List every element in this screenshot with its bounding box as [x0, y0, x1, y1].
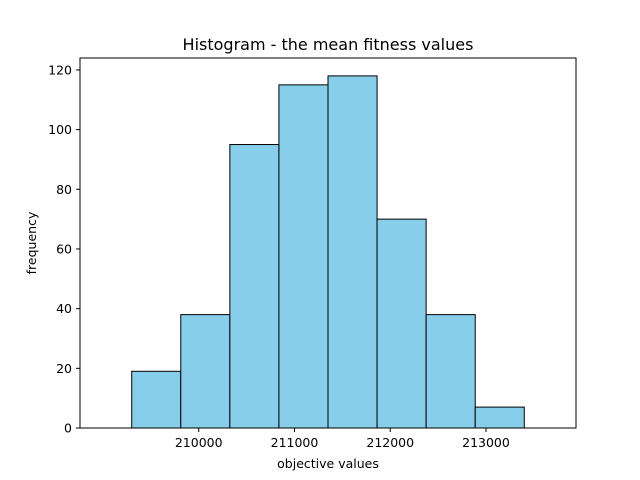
y-tick-label: 0: [64, 421, 72, 436]
y-tick-label: 100: [48, 122, 72, 137]
y-tick-label: 60: [56, 241, 72, 256]
histogram-bar: [180, 314, 231, 429]
histogram-bar: [278, 84, 329, 429]
plot-frame: [79, 57, 577, 429]
x-tick-label: 211000: [271, 435, 319, 450]
histogram-bar: [327, 75, 378, 429]
x-tick-label: 210000: [175, 435, 223, 450]
y-tick-label: 20: [56, 361, 72, 376]
y-tick-label: 40: [56, 301, 72, 316]
histogram-bar: [425, 314, 476, 429]
histogram-bar: [474, 406, 525, 429]
x-axis-label: objective values: [277, 456, 379, 471]
x-tick-label: 213000: [462, 435, 510, 450]
y-axis-ticks: 0 20 40 60 80 100 120: [48, 62, 80, 436]
y-axis-label: frequency: [24, 211, 39, 274]
histogram-bar: [131, 370, 182, 429]
x-axis-ticks: 210000 211000 212000 213000: [175, 428, 510, 450]
histogram-bars: [131, 75, 525, 429]
chart-title: Histogram - the mean fitness values: [183, 35, 474, 54]
y-tick-label: 80: [56, 182, 72, 197]
histogram-bar: [376, 218, 427, 429]
x-tick-label: 212000: [366, 435, 414, 450]
histogram-bar: [229, 144, 280, 429]
y-tick-label: 120: [48, 62, 72, 77]
